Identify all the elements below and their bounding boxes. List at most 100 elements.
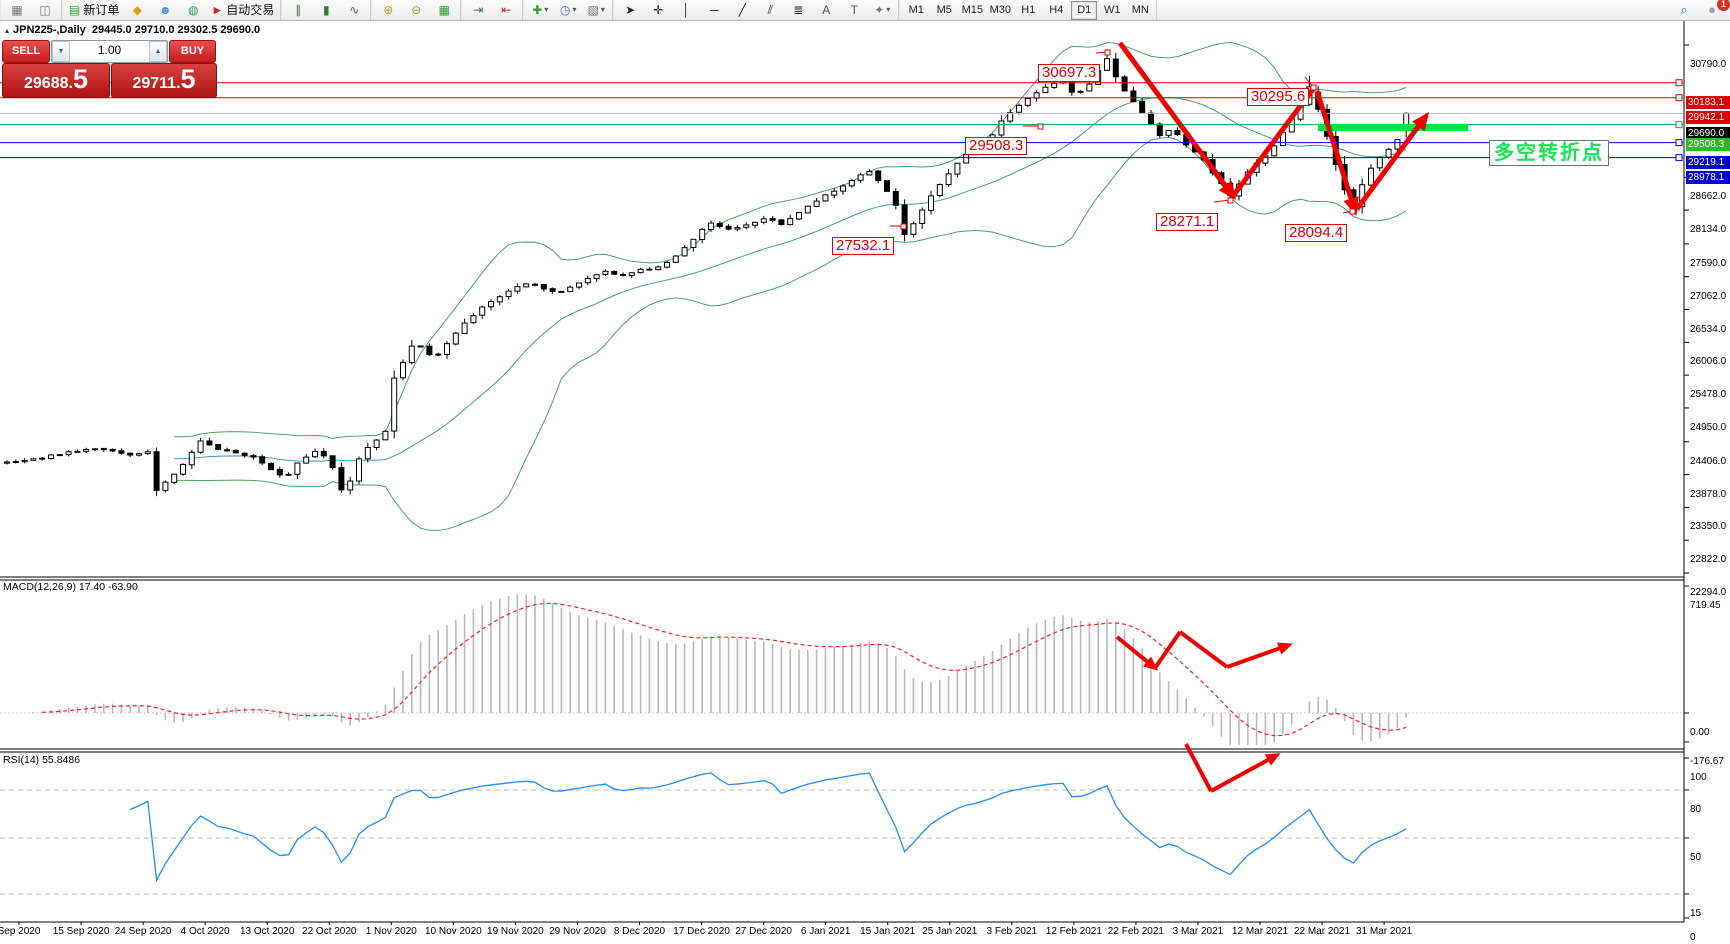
macd-tick-0.00: 0.00 — [1690, 727, 1710, 738]
buy-price-main: 29711 — [132, 75, 177, 92]
price-callout-28271.1[interactable]: 28271.1 — [1156, 213, 1219, 231]
timeframe-m30[interactable]: M30 — [989, 3, 1011, 16]
trend-arrow[interactable] — [1184, 743, 1213, 792]
price-tick-26534: 26534.0 — [1690, 323, 1727, 335]
toolbar-right: ⌕ ● 1 — [1670, 0, 1730, 20]
timeframe-m1[interactable]: M1 — [908, 3, 924, 16]
equidistant-channel-icon[interactable]: ⫽ — [757, 0, 783, 20]
vertical-line-icon[interactable]: │ — [673, 0, 699, 20]
chart-profile-icon[interactable]: ◫ — [32, 0, 58, 20]
templates-icon[interactable]: ▧ ▾ — [583, 0, 609, 20]
timeframe-h4[interactable]: H4 — [1049, 3, 1064, 16]
trend-arrow[interactable] — [1230, 87, 1316, 198]
buy-price-panel[interactable]: 29711.5 — [111, 63, 217, 98]
trend-arrow[interactable] — [1178, 630, 1229, 669]
signals-icon[interactable]: ◍ — [180, 0, 206, 20]
timeframe-mn[interactable]: MN — [1131, 3, 1149, 16]
support-zone-bar[interactable] — [1318, 124, 1468, 131]
zoom-in-icon[interactable]: ⊕ — [375, 0, 401, 20]
auto-scroll-icon[interactable]: ⇥ — [465, 0, 491, 20]
trend-arrow[interactable] — [1117, 41, 1236, 201]
auto-scroll-icon: ⇥ — [473, 3, 484, 17]
trend-arrow[interactable] — [1153, 630, 1182, 670]
notifications-icon: ● — [1708, 2, 1716, 17]
trend-arrow[interactable] — [1210, 753, 1281, 793]
macd-tick--176.67: -176.67 — [1690, 756, 1724, 767]
bars-chart-icon[interactable]: ∥ — [285, 0, 311, 20]
trend-arrow[interactable] — [1314, 90, 1359, 216]
date-label: 19 Nov 2020 — [487, 926, 544, 937]
timeframe-toolbar: M1 M5 M15 M30 H1 H4 D1 W1 MN — [899, 0, 1158, 20]
tile-windows-icon[interactable]: ▦ — [431, 0, 457, 20]
autotrading-icon[interactable]: ► 自动交易 — [208, 0, 277, 20]
volume-decrease-button[interactable]: ▼ — [52, 41, 70, 62]
chart-shift-icon[interactable]: ⇤ — [493, 0, 519, 20]
accounts-icon[interactable]: ☻ — [152, 0, 178, 20]
cursor-icon: ➤ — [625, 3, 636, 17]
arrows-icon[interactable]: ✦ ▾ — [869, 0, 895, 20]
level-badge-28978.1: 28978.1 — [1686, 171, 1730, 185]
chart-window-icon[interactable]: ▦ — [4, 0, 30, 20]
level-badge-30183.1: 30183.1 — [1686, 96, 1730, 110]
price-callout-27532.1[interactable]: 27532.1 — [832, 237, 895, 255]
trend-arrow[interactable] — [1354, 111, 1429, 211]
price-callout-30697.3[interactable]: 30697.3 — [1038, 64, 1101, 82]
fibonacci-icon: ≣ — [793, 3, 804, 17]
volume-increase-button[interactable]: ▲ — [149, 41, 167, 62]
timeframe-w1[interactable]: W1 — [1104, 3, 1121, 16]
horizontal-line-icon[interactable]: ─ — [701, 0, 727, 20]
search-icon[interactable]: ⌕ — [1671, 0, 1697, 20]
turning-point-label[interactable]: 多空转折点 — [1489, 140, 1609, 166]
market-watch-icon[interactable]: ◆ — [124, 0, 150, 20]
notifications-icon[interactable]: ● 1 — [1699, 0, 1730, 20]
new-order-icon[interactable]: ▤ 新订单 — [66, 0, 122, 20]
timeframe-h1[interactable]: H1 — [1021, 3, 1036, 16]
fibonacci-icon[interactable]: ≣ — [785, 0, 811, 20]
price-tick-27062: 27062.0 — [1690, 290, 1727, 302]
buy-button[interactable]: BUY — [169, 40, 216, 63]
level-badge-29219.1: 29219.1 — [1686, 156, 1730, 170]
text-icon[interactable]: A — [813, 0, 839, 20]
price-tick-24406: 24406.0 — [1690, 455, 1727, 467]
text-label-icon: T — [850, 3, 858, 17]
price-callout-29508.3[interactable]: 29508.3 — [965, 137, 1028, 155]
zoom-out-icon[interactable]: ⊖ — [403, 0, 429, 20]
macd-label: MACD(12,26,9) 17.40 -63.90 — [3, 581, 138, 593]
price-callout-28094.4[interactable]: 28094.4 — [1285, 224, 1348, 242]
horizontal-level-lines[interactable] — [0, 79, 1683, 162]
vertical-line-icon: │ — [682, 3, 691, 17]
sell-price-panel[interactable]: 29688.5 — [2, 63, 110, 98]
timeframe-m5[interactable]: M5 — [936, 3, 952, 16]
date-label: 15 Sep 2020 — [52, 926, 110, 937]
trendline-icon[interactable]: ╱ — [729, 0, 755, 20]
buy-price-pip: 5 — [180, 64, 196, 94]
tile-windows-icon: ▦ — [438, 3, 450, 17]
hline-anchor-square — [1675, 94, 1683, 102]
rsi-label: RSI(14) 55.8486 — [3, 754, 81, 766]
trend-arrow[interactable] — [1226, 642, 1293, 669]
zoom-in-icon: ⊕ — [383, 3, 394, 17]
ohlc-info-line: ▴ JPN225-,Daily 29445.0 29710.0 29302.5 2… — [5, 24, 260, 36]
cursor-icon[interactable]: ➤ — [617, 0, 643, 20]
crosshair-icon: ✛ — [653, 3, 664, 17]
line-chart-icon[interactable]: ∿ — [341, 0, 367, 20]
timeframe-d1[interactable]: D1 — [1071, 0, 1098, 20]
timeframe-m15[interactable]: M15 — [961, 3, 983, 16]
text-label-icon[interactable]: T — [841, 0, 867, 20]
date-label: 13 Oct 2020 — [239, 926, 295, 937]
one-click-trading-widget: SELL ▼ 1.00 ▲ BUY 29688.5 29711.5 — [2, 40, 217, 98]
collapse-ohlc-icon[interactable]: ▴ — [5, 26, 10, 35]
macd-series — [0, 594, 1683, 745]
trend-arrow[interactable] — [1115, 635, 1159, 671]
rsi-tick-100: 100 — [1690, 772, 1707, 783]
candles-chart-icon[interactable]: ▮ — [313, 0, 339, 20]
indicators-icon[interactable]: ✚ ▾ — [527, 0, 553, 20]
volume-input[interactable]: 1.00 — [97, 43, 122, 57]
drawn-annotations[interactable] — [890, 41, 1468, 793]
macd-tick-719.45: 719.45 — [1690, 600, 1721, 611]
periods-icon[interactable]: ◷ ▾ — [555, 0, 581, 20]
crosshair-icon[interactable]: ✛ — [645, 0, 671, 20]
price-callout-30295.6[interactable]: 30295.6 — [1247, 88, 1310, 106]
rsi-tick-80: 80 — [1690, 804, 1702, 815]
sell-button[interactable]: SELL — [2, 40, 50, 63]
